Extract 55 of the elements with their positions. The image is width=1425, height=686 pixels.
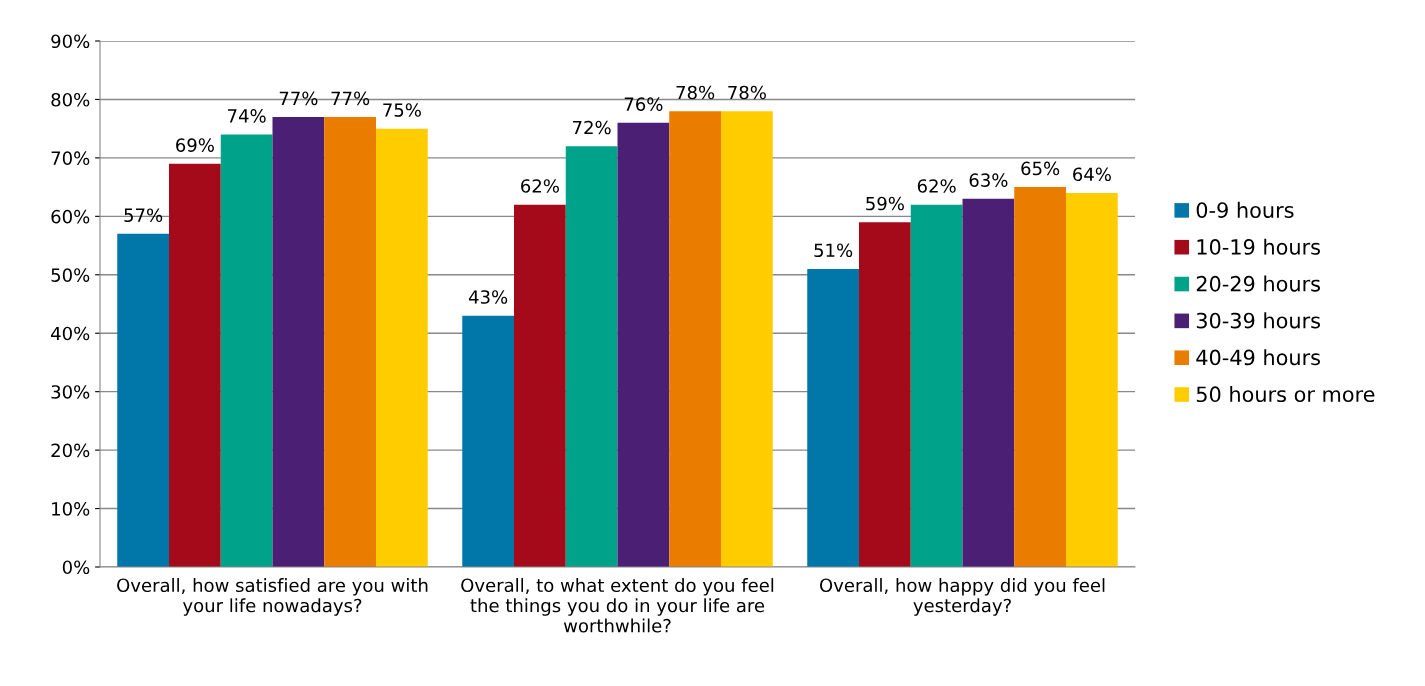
y-tick-label: 80% <box>51 92 90 107</box>
y-tick-label: 0% <box>62 560 90 575</box>
bar <box>565 146 618 567</box>
data-label: 62% <box>521 179 559 193</box>
legend-label: 30-39 hours <box>1196 312 1320 329</box>
bar <box>859 222 911 567</box>
x-tick-label: Overall, how satisfied are you with your life nowadays? <box>117 578 428 616</box>
legend-label: 20-29 hours <box>1196 275 1320 292</box>
y-tick-label: 90% <box>51 34 90 49</box>
data-label: 77% <box>331 91 370 106</box>
y-tick-label: 10% <box>52 502 90 516</box>
y-tick-label: 20% <box>51 443 90 458</box>
bar <box>1014 187 1066 567</box>
legend-label: 40-49 hours <box>1196 349 1320 366</box>
bar <box>220 134 273 567</box>
bar <box>376 128 428 567</box>
bar <box>169 163 221 567</box>
data-label: 72% <box>573 120 611 135</box>
y-tick-label: 60% <box>51 209 90 224</box>
data-label: 76% <box>624 97 663 111</box>
data-label: 51% <box>814 243 853 258</box>
data-label: 69% <box>176 138 214 152</box>
data-label: 78% <box>676 85 715 100</box>
data-label: 64% <box>1073 167 1111 182</box>
legend-label: 0-9 hours <box>1196 201 1294 218</box>
data-label: 65% <box>1021 161 1060 176</box>
bar <box>117 233 169 567</box>
data-label: 62% <box>917 179 956 193</box>
data-label: 78% <box>728 85 766 100</box>
bar <box>721 111 773 567</box>
y-tick-label: 70% <box>51 151 90 166</box>
bar <box>910 204 963 567</box>
y-tick-label: 30% <box>51 385 90 399</box>
legend-label: 50 hours or more <box>1196 385 1375 403</box>
legend-label: 10-19 hours <box>1197 238 1320 255</box>
x-tick-label: Overall, to what extent do you feel the things you do in your life are worthwhile? <box>461 578 774 633</box>
bar <box>669 111 721 567</box>
data-label: 77% <box>279 91 318 106</box>
bar <box>462 315 514 567</box>
data-label: 74% <box>228 109 266 123</box>
bar <box>514 204 566 567</box>
bar <box>324 116 376 567</box>
bar <box>272 116 325 567</box>
data-label: 59% <box>866 196 904 211</box>
x-tick-label: Overall, how happy did you feel yesterday? <box>819 578 1105 616</box>
bar <box>1066 192 1118 567</box>
bar <box>962 198 1015 567</box>
data-label: 63% <box>969 173 1008 187</box>
bar <box>807 268 859 567</box>
bar <box>617 122 670 567</box>
y-tick-label: 40% <box>51 326 90 341</box>
data-label: 57% <box>124 208 163 223</box>
data-label: 75% <box>383 103 421 117</box>
data-label: 43% <box>468 290 508 304</box>
y-tick-label: 50% <box>51 268 90 282</box>
